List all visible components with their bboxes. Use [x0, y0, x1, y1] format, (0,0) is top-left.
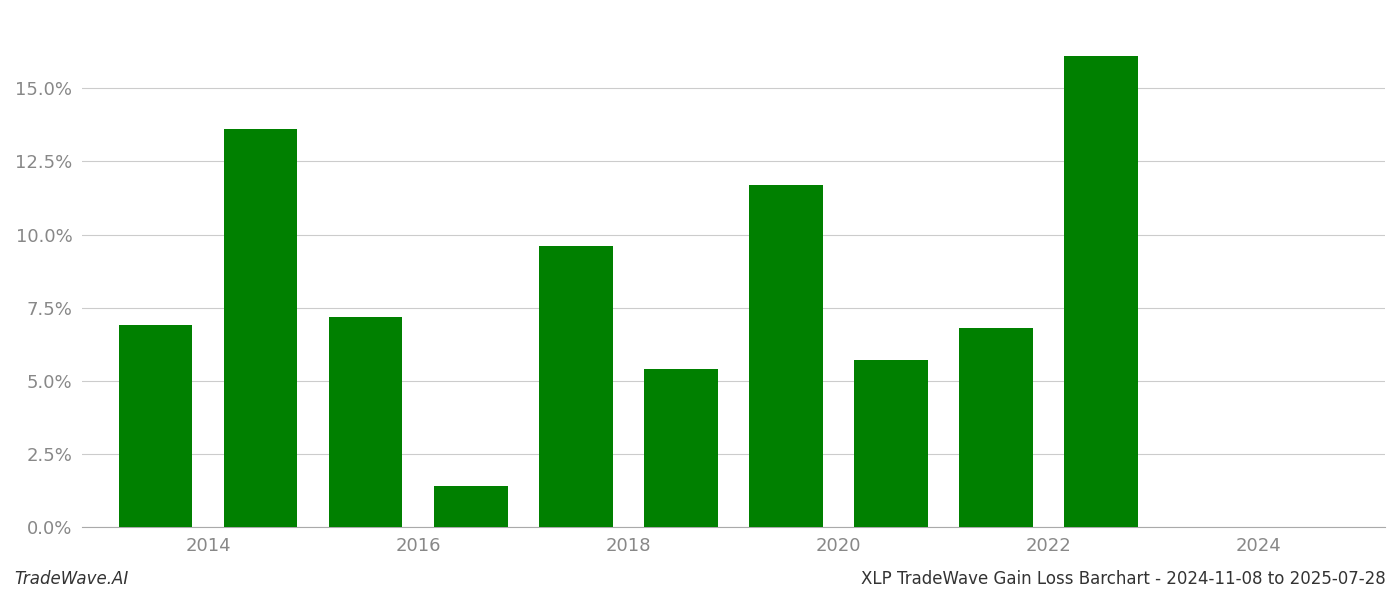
Bar — [749, 185, 823, 527]
Bar — [329, 317, 402, 527]
Bar — [959, 328, 1033, 527]
Bar — [644, 369, 718, 527]
Bar — [1064, 56, 1138, 527]
Text: XLP TradeWave Gain Loss Barchart - 2024-11-08 to 2025-07-28: XLP TradeWave Gain Loss Barchart - 2024-… — [861, 570, 1386, 588]
Bar — [224, 129, 297, 527]
Bar — [119, 325, 192, 527]
Bar — [539, 246, 613, 527]
Text: TradeWave.AI: TradeWave.AI — [14, 570, 129, 588]
Bar — [434, 486, 508, 527]
Bar — [854, 361, 928, 527]
